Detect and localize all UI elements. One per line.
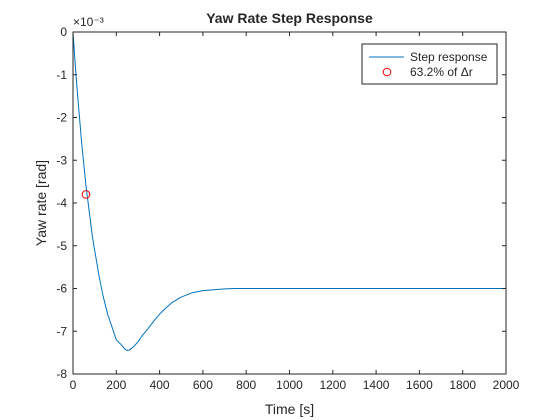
series-marker-1-0 xyxy=(81,190,91,199)
y-tick-label-3: -3 xyxy=(56,153,67,167)
y-tick-label-5: -5 xyxy=(56,239,67,253)
x-tick-label-4: 800 xyxy=(236,378,256,392)
legend: Step response 63.2% of Δr xyxy=(361,43,498,85)
y-tick-label-7: -7 xyxy=(56,324,67,338)
y-tick-label-6: -6 xyxy=(56,282,67,296)
y-tick-label-1: -1 xyxy=(56,68,67,82)
y-tick-label-0: 0 xyxy=(60,25,67,39)
y-tick-label-2: -2 xyxy=(56,111,67,125)
x-tick-label-10: 2000 xyxy=(493,378,520,392)
x-tick-label-5: 1000 xyxy=(276,378,303,392)
legend-marker-swatch xyxy=(382,67,392,77)
plot-area xyxy=(73,32,506,374)
x-tick-label-7: 1400 xyxy=(363,378,390,392)
exponent-label: ×10⁻³ xyxy=(73,15,104,29)
x-tick-label-8: 1600 xyxy=(406,378,433,392)
ticks: 0 200 400 600 800 1000 1200 1400 1600 1800 2000 0 -1… xyxy=(56,25,519,392)
chart-title: Yaw Rate Step Response xyxy=(206,10,373,26)
x-tick-label-3: 600 xyxy=(193,378,213,392)
y-tick-label-8: -8 xyxy=(56,367,67,381)
legend-entry-0: Step response xyxy=(410,50,488,64)
x-axis-label: Time [s] xyxy=(265,401,314,417)
x-tick-label-9: 1800 xyxy=(449,378,476,392)
legend-box xyxy=(361,43,498,85)
x-tick-label-1: 200 xyxy=(106,378,126,392)
x-tick-label-6: 1200 xyxy=(319,378,346,392)
series-line-0 xyxy=(72,31,506,351)
series-layer xyxy=(72,31,506,351)
y-axis-label: Yaw rate [rad] xyxy=(33,160,49,246)
legend-entry-1: 63.2% of Δr xyxy=(410,65,473,79)
x-tick-label-0: 0 xyxy=(70,378,77,392)
y-tick-label-4: -4 xyxy=(56,196,67,210)
x-tick-label-2: 400 xyxy=(150,378,170,392)
plot-background xyxy=(73,32,506,374)
